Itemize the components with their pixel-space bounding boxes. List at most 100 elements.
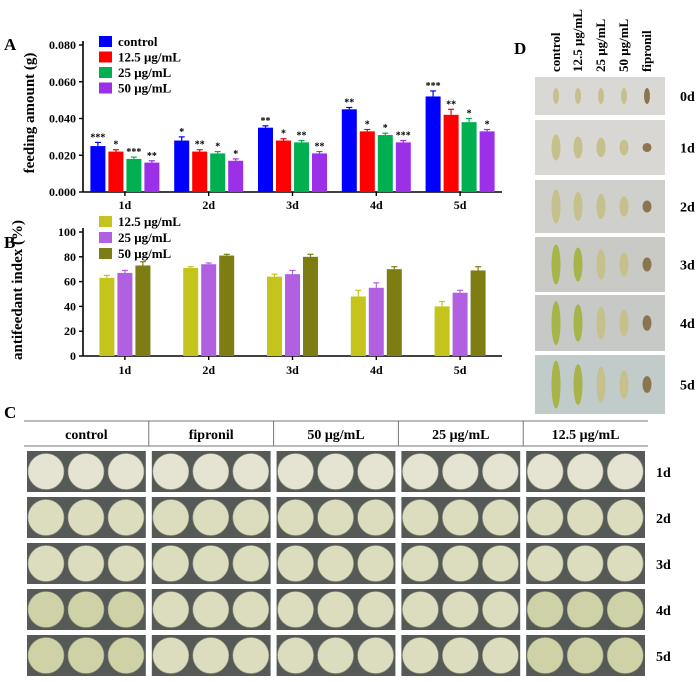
leaf-disc [67,591,105,628]
y-tick-label: 0.060 [49,75,76,89]
leaf-disc [606,545,644,582]
larva [575,88,581,104]
bar [183,267,199,356]
legend-swatch [99,248,112,259]
leaf-disc [67,545,105,582]
leaf-disc [67,453,105,490]
larva [619,196,629,217]
column-header: 12.5 μg/mL [570,9,585,72]
leaf-disc [482,499,519,536]
significance-label: ** [297,131,307,142]
larva [596,306,606,340]
leaf-disc [357,637,394,674]
y-tick-label: 0.080 [49,38,76,52]
leaf-disc [277,453,314,490]
bar [219,255,235,356]
chart-a-ylabel: feeding amount (g) [22,53,38,174]
leaf-disc [277,637,314,674]
leaf-disc [152,453,190,490]
leaf-disc [442,637,479,674]
legend-label: 25 μg/mL [118,65,172,80]
day-label: 3d [656,558,671,573]
bar [434,306,450,356]
leaf-disc [482,591,519,628]
x-tick-label: 2d [202,363,215,377]
larva [642,142,652,153]
leaf-disc [526,453,564,490]
legend-swatch [99,51,112,63]
larva [573,364,583,405]
significance-label: * [215,142,220,153]
significance-label: ** [195,140,205,151]
x-tick-label: 1d [119,198,132,212]
leaf-disc [67,637,105,674]
leaf-disc [566,637,604,674]
larva [551,360,561,409]
significance-label: * [467,109,472,120]
legend-label: 12.5 μg/mL [118,50,181,65]
bar [452,292,468,356]
significance-label: *** [396,131,411,142]
y-tick-label: 60 [64,275,76,289]
leaf-disc [402,591,439,628]
bar [350,296,366,356]
leaf-disc [232,545,270,582]
bar [126,158,142,192]
bar [461,122,477,192]
larva [642,200,652,213]
leaf-disc [27,591,65,628]
bar [108,151,124,192]
bar [135,265,151,356]
larva [551,244,561,285]
day-label: 1d [656,466,671,481]
day-label: 2d [656,512,671,527]
leaf-disc [192,637,230,674]
y-tick-label: 40 [64,299,76,313]
leaf-disc [442,499,479,536]
leaf-disc [107,637,145,674]
group-header: 50 μg/mL [307,428,364,443]
bar [479,131,495,192]
larva [598,88,604,104]
leaf-disc-grid: control fipronil 50 μg/mL 25 μg/mL 12.5 μg/m… [24,420,671,676]
larva [644,88,650,104]
legend-swatch [99,36,112,47]
larva [619,309,629,337]
significance-label: * [485,120,490,131]
significance-label: ** [147,151,157,162]
leaf-disc [232,499,270,536]
bar [368,287,384,356]
day-label: 5d [656,650,671,665]
bar [294,142,309,192]
leaf-disc [107,545,145,582]
x-tick-label: 5d [454,363,467,377]
legend-swatch [99,232,112,243]
leaf-disc [27,637,65,674]
column-header: 50 μg/mL [616,18,631,72]
larva [642,315,652,331]
significance-label: ** [261,116,271,127]
significance-label: * [365,120,370,131]
significance-label: * [233,149,238,160]
significance-label: * [281,129,286,140]
leaf-disc [277,499,314,536]
y-tick-label: 20 [64,324,76,338]
y-tick-label: 0.000 [49,185,76,199]
chart-antifeedant-index: antifeedant index (%) 0 20 40 60 80 100 1d 2d 3d… [10,214,502,377]
leaf-disc [317,499,354,536]
panel-label-d: D [514,39,526,58]
larvae-photo-grid: control 12.5 μg/mL 25 μg/mL 50 μg/mL fiproni… [535,9,695,414]
group-header: control [65,428,108,443]
significance-label: ** [315,142,325,153]
bar [90,146,106,192]
significance-label: * [179,127,184,138]
leaf-disc [232,591,270,628]
x-tick-label: 2d [202,198,215,212]
leaf-disc [27,453,65,490]
day-label: 1d [680,142,695,157]
leaf-disc [566,545,604,582]
larva [596,366,606,403]
x-tick-label: 3d [286,198,299,212]
bar [210,153,226,192]
larva [619,252,629,277]
